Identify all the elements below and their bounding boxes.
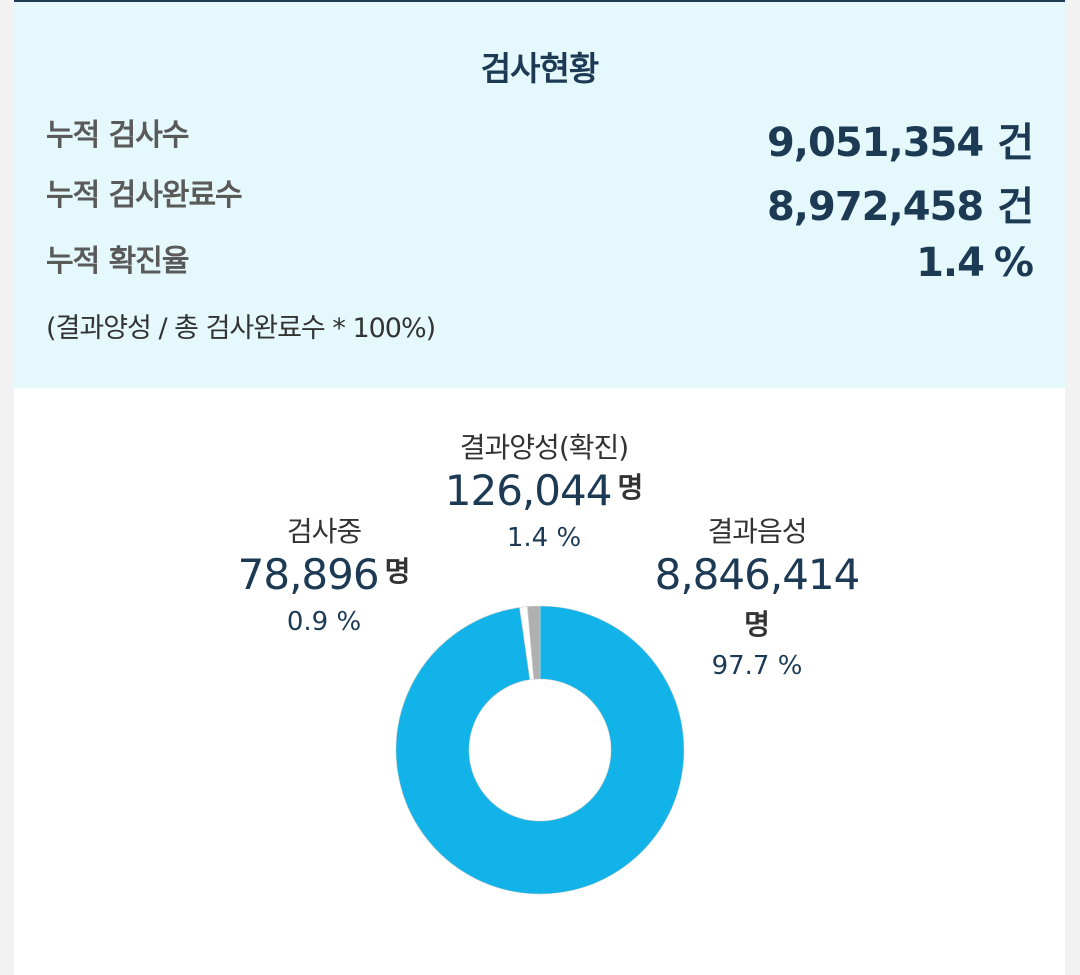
rate-formula-note: (결과양성 / 총 검사완료수 * 100%) [46, 313, 436, 344]
positive-rate-unit: % [993, 240, 1034, 286]
label-positive: 결과양성(확진) 126,044 명 1.4 % [424, 426, 664, 553]
cumulative-completed-unit: 건 [997, 184, 1034, 230]
summary-panel: 검사현황 누적 검사수 9,051,354 건 누적 검사완료수 8,972,45… [14, 0, 1065, 388]
cumulative-tests-number: 9,051,354 [766, 120, 984, 166]
label-positive-count: 126,044 [444, 466, 613, 515]
label-positive-pct: 1.4 % [506, 523, 582, 553]
label-testing-name: 검사중 [286, 515, 362, 548]
status-card: 검사현황 누적 검사수 9,051,354 건 누적 검사완료수 8,972,45… [14, 0, 1065, 975]
label-testing-count: 78,896 [237, 550, 380, 599]
positive-rate-label: 누적 확진율 [46, 244, 189, 279]
label-testing-pct: 0.9 % [286, 607, 362, 637]
panel-title: 검사현황 [480, 49, 599, 88]
donut-chart-area: 결과양성(확진) 126,044 명 1.4 % 검사중 78,896 명 0.9 … [14, 388, 1065, 975]
label-positive-unit: 명 [617, 471, 644, 504]
cumulative-completed-label: 누적 검사완료수 [46, 178, 243, 213]
label-testing: 검사중 78,896 명 0.9 % [214, 510, 434, 637]
slice-positive [527, 605, 541, 680]
positive-rate-value: 1.4% [916, 240, 1034, 286]
label-negative-unit: 명 [744, 608, 770, 641]
label-negative-count: 8,846,414 [654, 550, 861, 599]
label-negative-name: 결과음성 [707, 515, 807, 548]
cumulative-tests-unit: 건 [997, 120, 1034, 166]
cumulative-completed-number: 8,972,458 [766, 184, 984, 230]
slice-negative [395, 605, 685, 895]
label-negative: 결과음성 8,846,414 명 97.7 % [642, 510, 872, 681]
label-positive-name: 결과양성(확진) [459, 431, 629, 464]
cumulative-completed-value: 8,972,458 건 [766, 174, 1034, 232]
label-testing-unit: 명 [384, 555, 411, 588]
cumulative-tests-label: 누적 검사수 [46, 118, 189, 153]
positive-rate-number: 1.4 [916, 240, 985, 286]
label-negative-pct: 97.7 % [711, 651, 803, 681]
cumulative-tests-value: 9,051,354 건 [766, 110, 1034, 168]
donut-chart [395, 605, 685, 895]
